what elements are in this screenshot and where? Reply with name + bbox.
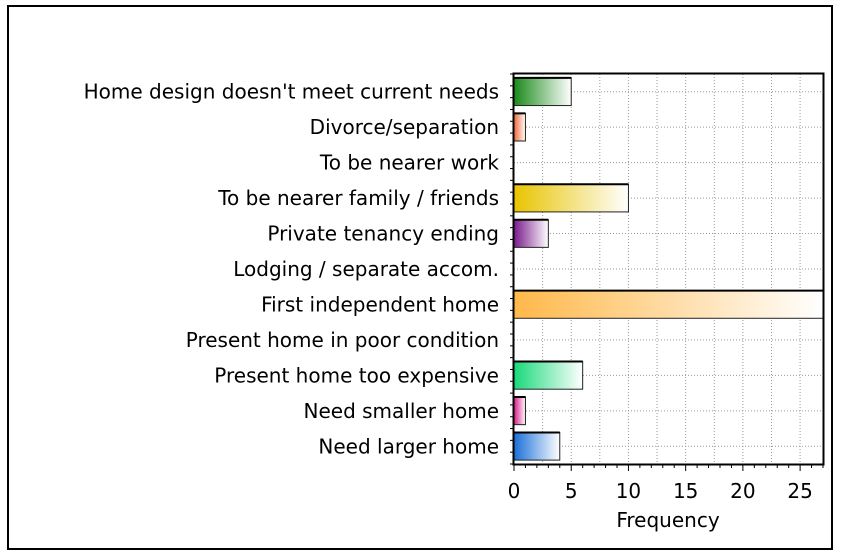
category-label: Home design doesn't meet current needs [84,80,499,104]
x-tick-label: 5 [565,479,578,503]
category-label: Present home in poor condition [186,328,499,352]
bar [513,431,561,461]
category-label: To be nearer work [319,151,499,175]
x-axis-label: Frequency [616,508,719,532]
category-label: First independent home [261,292,499,316]
category-labels: Home design doesn't meet current needs Di… [84,80,500,459]
bar [513,77,572,107]
category-label: Need larger home [318,434,499,458]
x-tick-label: 25 [787,479,812,503]
bars [513,76,824,461]
x-tick-labels: 0 5 10 15 20 25 [508,73,824,503]
category-label: Divorce/separation [310,115,499,139]
category-label: Lodging / separate accom. [233,257,499,281]
bar [513,290,824,319]
plot-area-border [512,72,825,466]
bar [513,361,584,390]
chart-frame [7,5,833,550]
category-label: To be nearer family / friends [217,186,499,210]
bar [513,219,549,248]
x-tick-label: 15 [673,479,698,503]
bar [513,112,526,142]
x-tick-label: 10 [616,479,641,503]
x-tick-label: 20 [730,479,755,503]
category-label: Need smaller home [304,399,499,423]
grid-lines [514,74,823,464]
bar [513,396,526,426]
category-label: Private tenancy ending [267,222,499,246]
bar [513,183,629,213]
category-label: Present home too expensive [214,363,499,387]
x-tick-label: 0 [508,479,521,503]
